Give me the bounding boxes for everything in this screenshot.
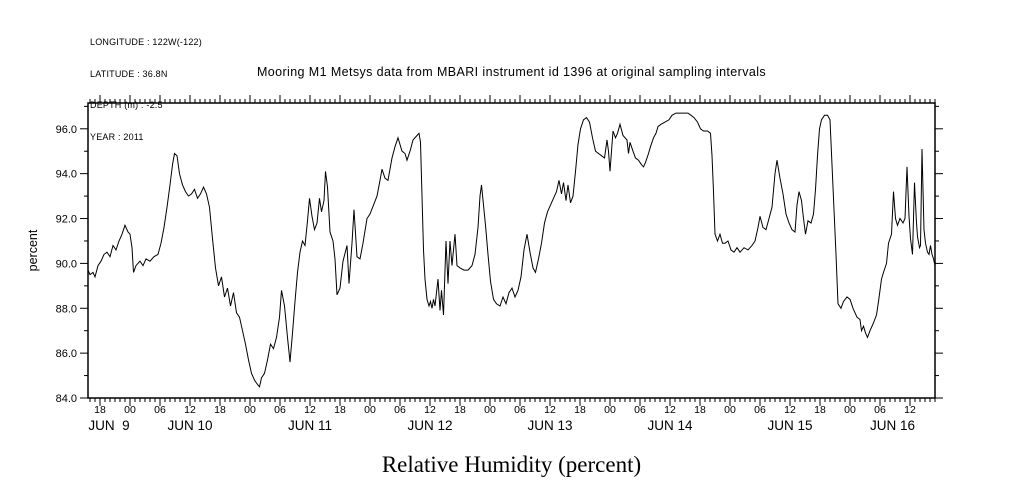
x-day-label: JUN 11 [288,418,332,433]
x-day-label: JUN 10 [167,418,212,433]
x-hour-label: 00 [604,404,616,416]
y-tick-label: 86.0 [56,348,77,360]
y-tick-label: 90.0 [56,258,77,270]
x-day-label: JUN 16 [870,418,915,433]
series-line-relative-humidity [87,112,936,388]
y-tick-label: 84.0 [56,393,77,405]
x-hour-label: 12 [664,404,676,416]
x-hour-label: 00 [124,404,136,416]
x-hour-label: 18 [454,404,466,416]
x-hour-label: 00 [244,404,256,416]
x-hour-label: 12 [184,404,196,416]
x-hour-label: 06 [874,404,886,416]
variable-label: Relative Humidity (percent) [381,452,642,477]
x-hour-label: 18 [574,404,586,416]
x-hour-label: 06 [154,404,166,416]
x-hour-label: 06 [514,404,526,416]
x-hour-label: 00 [364,404,376,416]
x-hour-label: 06 [754,404,766,416]
x-hour-label: 00 [844,404,856,416]
x-hour-label: 00 [484,404,496,416]
x-hour-label: 06 [634,404,646,416]
x-hour-label: 12 [424,404,436,416]
metadata-longitude: LONGITUDE : 122W(-122) [90,37,202,47]
x-hour-label: 00 [724,404,736,416]
x-hour-label: 18 [214,404,226,416]
x-day-label: JUN 9 [88,418,129,433]
x-hour-label: 18 [334,404,346,416]
x-hour-labels: 18 00 06 12 18 00 06 12 18 00 06 12 18 00 06 12 18 00 06 12… [94,404,916,416]
x-day-label: JUN 13 [527,418,572,433]
chart-title: Mooring M1 Metsys data from MBARI instru… [256,65,767,79]
metadata-latitude: LATITUDE : 36.8N [90,68,168,79]
y-tick-label: 94.0 [56,169,77,181]
metadata-block: LONGITUDE : 122W(-122) LATITUDE : 36.8N … [90,16,202,163]
y-tick-label: 92.0 [56,214,77,226]
x-hour-label: 18 [94,404,106,416]
y-tick-label: 96.0 [56,124,77,136]
x-hour-label: 06 [394,404,406,416]
x-hour-label: 18 [694,404,706,416]
x-day-label: JUN 15 [767,418,812,433]
y-axis-labels: 96.0 94.0 92.0 90.0 88.0 86.0 84.0 [56,124,77,405]
y-axis-title: percent [26,229,40,271]
x-day-labels: JUN 9 JUN 10 JUN 11 JUN 12 JUN 13 JUN 14 JUN 1… [88,418,915,433]
tick-marks [80,95,943,406]
x-hour-label: 12 [784,404,796,416]
x-hour-label: 18 [814,404,826,416]
x-hour-label: 12 [304,404,316,416]
metadata-depth: DEPTH (m) : -2.5 [90,100,163,110]
x-hour-label: 06 [274,404,286,416]
y-tick-label: 88.0 [56,303,77,315]
x-day-label: JUN 12 [407,418,452,433]
x-hour-label: 12 [904,404,916,416]
metadata-year: YEAR : 2011 [90,131,144,142]
x-day-label: JUN 14 [647,418,693,433]
axes-frame [87,102,936,399]
x-hour-label: 12 [544,404,556,416]
